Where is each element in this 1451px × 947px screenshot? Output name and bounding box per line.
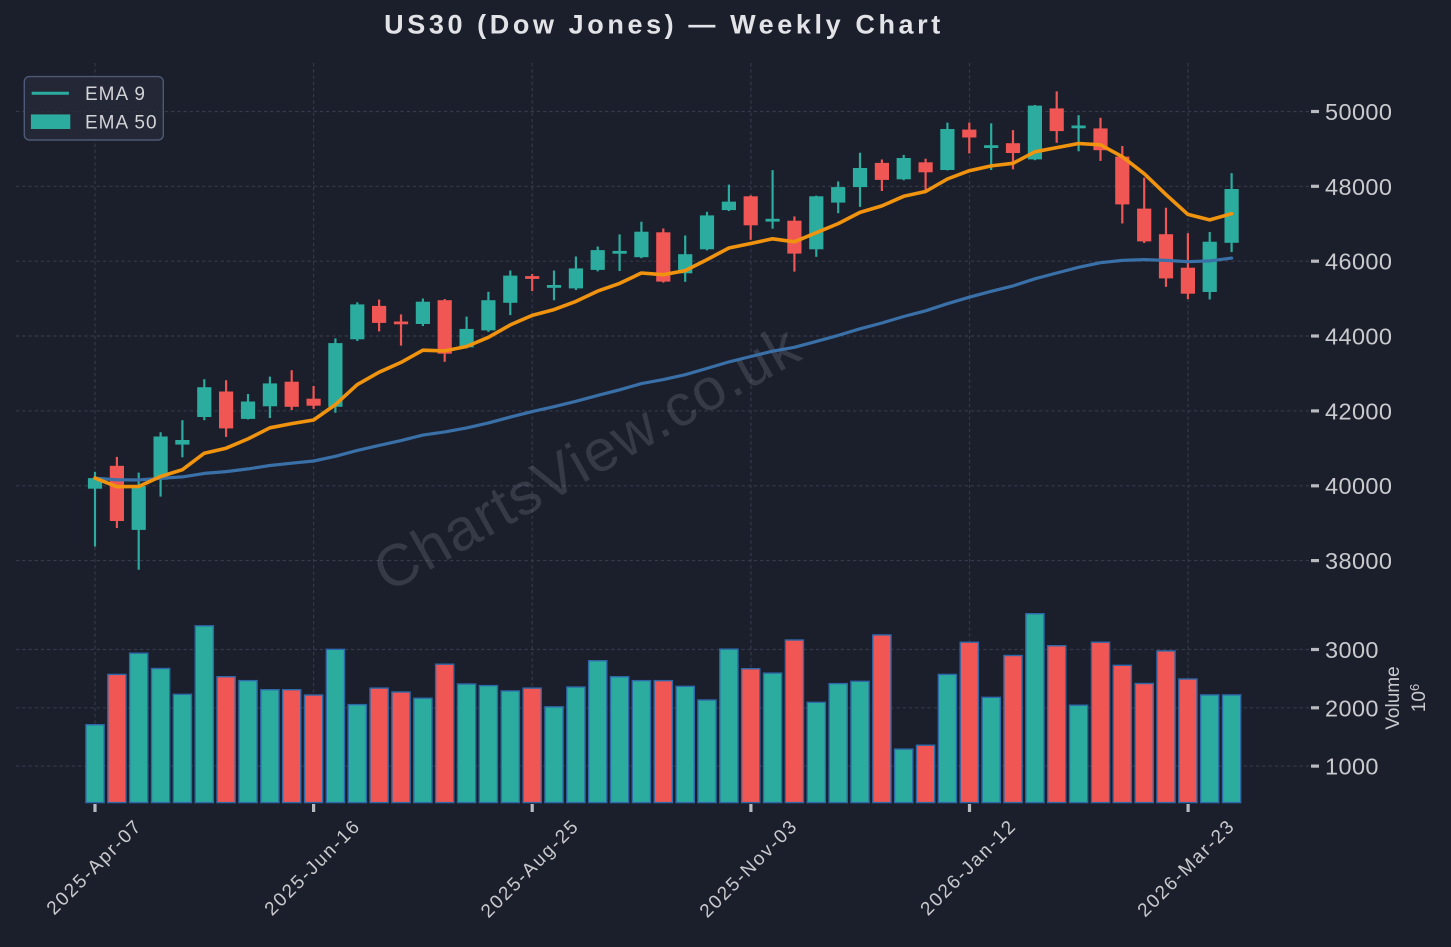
- svg-text:44000: 44000: [1325, 324, 1392, 350]
- svg-text:42000: 42000: [1325, 398, 1392, 424]
- svg-text:2000: 2000: [1325, 695, 1379, 721]
- svg-text:EMA 9: EMA 9: [85, 84, 146, 105]
- svg-text:40000: 40000: [1325, 473, 1392, 499]
- svg-text:38000: 38000: [1325, 548, 1392, 574]
- svg-text:Volume: Volume: [1383, 666, 1404, 729]
- svg-text:48000: 48000: [1325, 174, 1392, 200]
- svg-text:50000: 50000: [1325, 99, 1392, 125]
- svg-text:1000: 1000: [1325, 754, 1379, 780]
- svg-text:3000: 3000: [1325, 637, 1379, 663]
- svg-text:US30 (Dow Jones) — Weekly Char: US30 (Dow Jones) — Weekly Chart: [384, 10, 944, 40]
- svg-text:EMA 50: EMA 50: [85, 113, 158, 134]
- svg-text:46000: 46000: [1325, 249, 1392, 275]
